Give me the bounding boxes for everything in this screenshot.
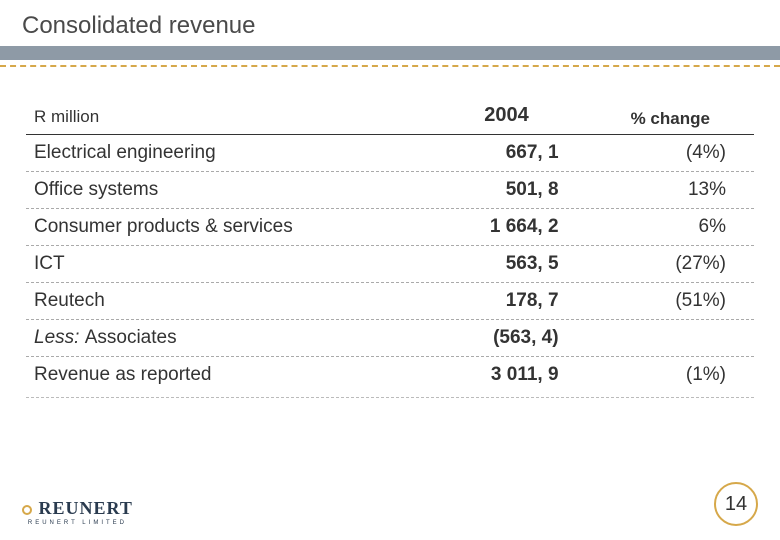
row-label: Revenue as reported [26,357,426,393]
row-value-2004: 667, 1 [426,135,586,172]
table-row: Consumer products & services1 664, 26% [26,209,754,245]
header-2004: 2004 [426,97,586,135]
row-label: Less: Associates [26,320,426,356]
row-pct-change: (27%) [587,246,754,282]
row-label: Electrical engineering [26,135,426,172]
row-value-2004: 501, 8 [426,172,586,208]
row-label: ICT [26,246,426,282]
row-pct-change: (4%) [587,135,754,172]
row-value-2004: 178, 7 [426,283,586,319]
row-label: Office systems [26,172,426,208]
row-pct-change: (1%) [587,357,754,393]
row-pct-change [587,320,754,356]
logo-text: REUNERT [38,498,132,518]
table-row: Less: Associates(563, 4) [26,320,754,356]
table-row: ICT563, 5(27%) [26,246,754,282]
row-value-2004: 3 011, 9 [426,357,586,393]
content: R million 2004 % change Electrical engin… [0,67,780,398]
company-logo: REUNERT REUNERT LIMITED [22,498,133,526]
slide-title: Consolidated revenue [0,0,780,46]
row-label: Reutech [26,283,426,319]
row-pct-change: 13% [587,172,754,208]
row-value-2004: (563, 4) [426,320,586,356]
logo-circle-icon [22,505,32,515]
row-pct-change: (51%) [587,283,754,319]
row-value-2004: 563, 5 [426,246,586,282]
gray-band [0,46,780,60]
header-label: R million [26,97,426,135]
row-pct-change: 6% [587,209,754,245]
header-pctchange: % change [587,97,754,135]
logo-subtext: REUNERT LIMITED [22,520,133,526]
table-row: Office systems501, 813% [26,172,754,208]
row-label: Consumer products & services [26,209,426,245]
table-row: Electrical engineering667, 1(4%) [26,135,754,172]
row-value-2004: 1 664, 2 [426,209,586,245]
page-number: 14 [714,482,758,526]
dashed-divider-bottom [26,397,754,398]
table-row: Revenue as reported3 011, 9(1%) [26,357,754,393]
table-row: Reutech178, 7(51%) [26,283,754,319]
revenue-table: R million 2004 % change Electrical engin… [26,97,754,393]
table-header-row: R million 2004 % change [26,97,754,135]
